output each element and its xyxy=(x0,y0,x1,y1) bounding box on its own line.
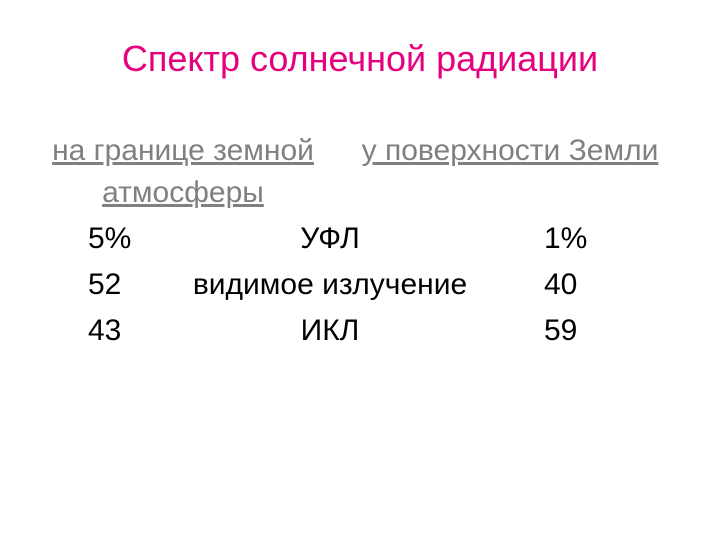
table-row: 5% УФЛ 1% xyxy=(0,222,720,268)
cell-mid: УФЛ xyxy=(140,222,520,256)
cell-left: 43 xyxy=(88,314,121,348)
table-row: 43 ИКЛ 59 xyxy=(0,314,720,360)
cell-left: 5% xyxy=(88,222,131,256)
cell-mid: видимое излучение xyxy=(140,268,520,302)
cell-right: 1% xyxy=(544,222,587,256)
subheading-right: у поверхности Земли xyxy=(360,130,660,172)
subheading-left: на границе земной атмосферы xyxy=(48,130,318,214)
cell-right: 59 xyxy=(544,314,577,348)
table-row: 52 видимое излучение 40 xyxy=(0,268,720,314)
cell-right: 40 xyxy=(544,268,577,302)
cell-left: 52 xyxy=(88,268,121,302)
slide-title: Спектр солнечной радиации xyxy=(0,38,720,80)
cell-mid: ИКЛ xyxy=(140,314,520,348)
